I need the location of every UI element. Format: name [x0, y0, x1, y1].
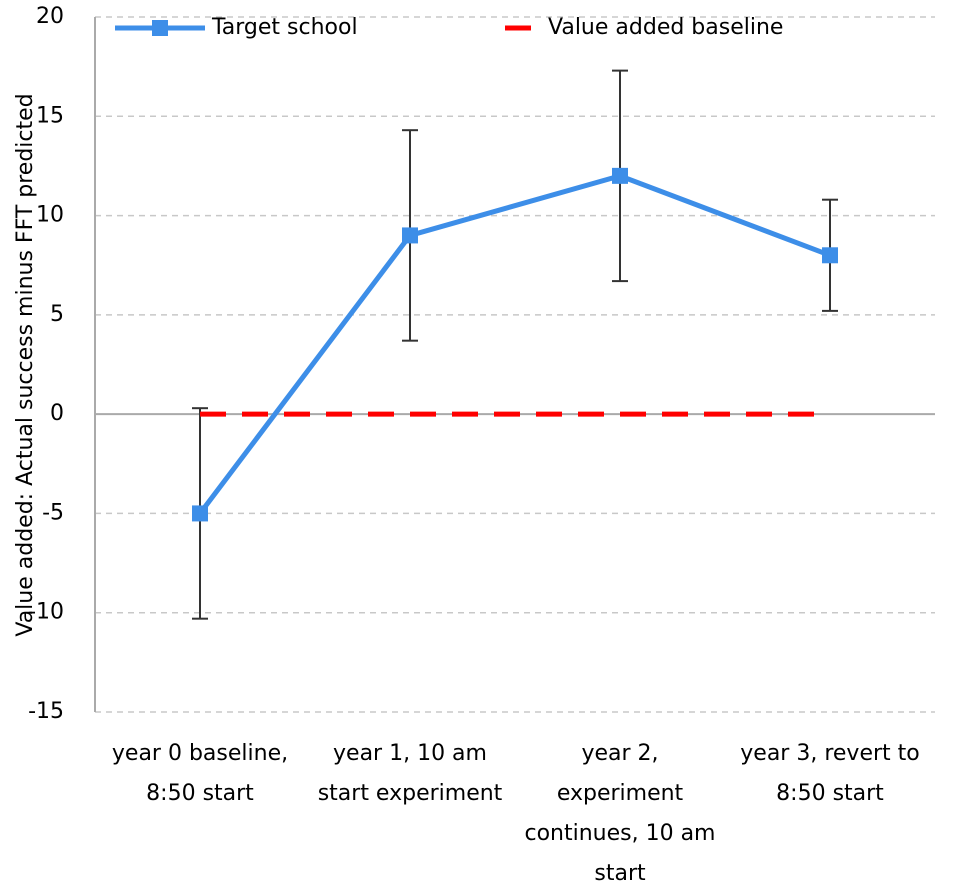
y-axis-label: Value added: Actual success minus FFT pr…	[13, 93, 38, 636]
y-tick-label: 20	[36, 4, 64, 29]
x-tick-label: year 2, experiment continues, 10 am star…	[524, 741, 716, 886]
y-tick-label: -10	[28, 600, 64, 625]
legend-label: Value added baseline	[548, 15, 783, 40]
y-tick-label: 10	[36, 203, 64, 228]
y-tick-label: 5	[50, 302, 64, 327]
y-tick-label: 15	[36, 103, 64, 128]
x-tick-label: year 0 baseline, 8:50 start	[111, 741, 289, 806]
x-tick-label: year 1, 10 am start experiment	[317, 741, 503, 806]
marker	[612, 167, 628, 184]
legend-label: Target school	[211, 15, 358, 40]
marker	[402, 227, 418, 244]
legend-marker	[152, 20, 168, 36]
y-tick-label: 0	[50, 401, 64, 426]
y-tick-label: -5	[42, 500, 64, 525]
marker	[822, 247, 838, 264]
y-tick-label: -15	[28, 699, 64, 724]
marker	[192, 505, 208, 522]
x-tick-label: year 3, revert to 8:50 start	[740, 741, 920, 806]
series-line	[198, 173, 831, 515]
